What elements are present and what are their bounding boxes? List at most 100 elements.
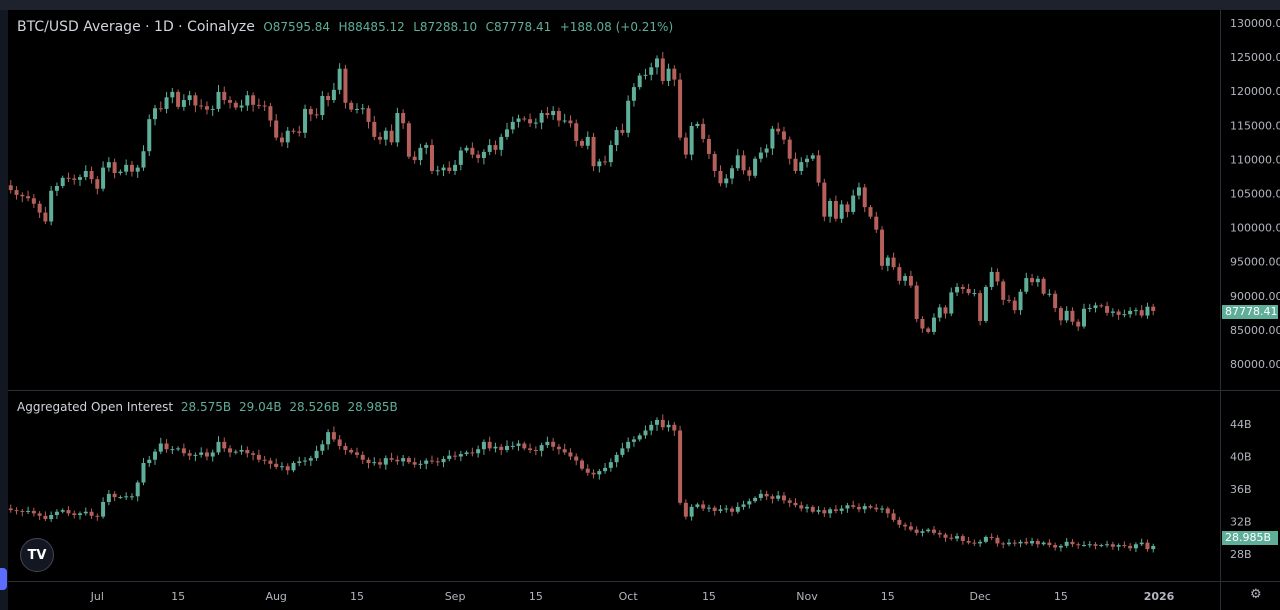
oi-candle-body: [1041, 542, 1046, 545]
oi-candle-body: [435, 461, 440, 463]
price-candle-body: [620, 130, 625, 133]
symbol-title[interactable]: BTC/USD Average · 1D · Coinalyze: [17, 19, 255, 35]
price-candle-body: [533, 122, 538, 124]
oi-candle-body: [216, 441, 221, 453]
oi-candle-body: [43, 515, 48, 520]
price-candle-body: [435, 170, 440, 172]
price-axis-tick: 120000.00: [1230, 85, 1280, 98]
oi-candle-body: [978, 541, 983, 544]
oi-candle-body: [141, 463, 146, 483]
price-candle-body: [320, 95, 325, 116]
oi-candle-body: [603, 467, 608, 472]
price-candle-body: [747, 170, 752, 176]
price-axis-tick: 130000.00: [1230, 17, 1280, 30]
tradingview-logo[interactable]: TV: [20, 538, 54, 572]
price-candle-body: [158, 108, 163, 110]
price-candle-body: [580, 140, 584, 146]
price-candle-body: [291, 130, 296, 132]
price-candle-body: [26, 196, 31, 199]
price-candle-body: [181, 100, 186, 107]
oi-candle-body: [326, 432, 331, 445]
oi-candle-body: [880, 508, 885, 510]
side-panel-toggle[interactable]: [0, 568, 7, 590]
price-axis-tick: 95000.00: [1230, 256, 1280, 269]
oi-candle-body: [989, 536, 994, 538]
oi-candle-body: [1058, 545, 1063, 548]
time-axis-tick: 15: [702, 590, 716, 603]
ohlc-open: O87595.84: [263, 20, 331, 34]
oi-candle-body: [118, 497, 123, 499]
oi-candle-body: [256, 454, 261, 460]
price-candle-body: [239, 105, 244, 108]
price-candle-body: [695, 123, 700, 126]
price-candle-body: [989, 271, 994, 287]
oi-axis-tick: 28B: [1230, 548, 1252, 561]
time-axis-tick: 15: [350, 590, 364, 603]
gear-icon[interactable]: ⚙: [1250, 587, 1262, 602]
price-candle-body: [608, 145, 613, 163]
oi-candle-body: [1081, 545, 1086, 547]
oi-candle-body: [49, 515, 54, 520]
price-candle-body: [643, 74, 648, 76]
price-candle-body: [89, 170, 94, 180]
price-candle-body: [903, 276, 908, 281]
oi-candle-body: [862, 506, 867, 510]
oi-candle-body: [406, 458, 411, 463]
oi-candle-body: [1035, 541, 1040, 545]
oi-candle-body: [291, 463, 296, 471]
oi-candle-body: [955, 536, 960, 539]
price-candle-body: [816, 155, 821, 183]
price-candle-body: [49, 190, 54, 222]
oi-candle-body: [960, 536, 965, 541]
price-candle-body: [170, 91, 175, 98]
price-candle-body: [949, 292, 954, 314]
price-candle-body: [245, 95, 250, 106]
oi-candle-body: [805, 506, 810, 509]
time-axis-tick: 15: [529, 590, 543, 603]
oi-candle-body: [776, 495, 781, 499]
price-candle-body: [972, 293, 977, 295]
price-candle-body: [1133, 310, 1138, 312]
price-candle-body: [118, 171, 123, 174]
oi-candle-body: [26, 510, 31, 512]
price-candle-body: [781, 131, 786, 140]
price-candle-body: [424, 145, 429, 148]
oi-close: 28.985B: [347, 400, 398, 414]
price-candle-body: [799, 162, 804, 171]
price-candle-body: [1139, 310, 1144, 316]
price-candle-body: [1064, 310, 1069, 321]
price-candle-body: [637, 75, 642, 88]
price-candle-body: [354, 108, 359, 110]
left-edge: [0, 10, 8, 610]
price-candle-body: [453, 164, 458, 171]
price-candle-body: [880, 229, 885, 266]
oi-candle-body: [874, 507, 879, 510]
oi-candle-body: [112, 493, 117, 498]
oi-candle-body: [574, 456, 579, 461]
top-bar: [0, 0, 1280, 10]
oi-candle-body: [556, 446, 561, 450]
oi-candle-body: [1145, 542, 1150, 550]
price-candle-body: [314, 114, 319, 116]
oi-candle-body: [937, 532, 942, 535]
price-candle-body: [810, 155, 815, 159]
oi-candle-body: [1001, 543, 1006, 545]
oi-candle-body: [712, 507, 717, 511]
oi-candle-body: [683, 502, 688, 517]
oi-title[interactable]: Aggregated Open Interest: [17, 400, 174, 414]
price-candle-body: [666, 68, 671, 81]
oi-candle-body: [372, 462, 377, 464]
oi-candle-body: [793, 502, 798, 506]
oi-candle-body: [1047, 542, 1052, 546]
oi-candle-body: [730, 508, 735, 512]
price-candle-body: [822, 182, 827, 217]
oi-candle-body: [285, 466, 290, 471]
oi-candle-body: [903, 524, 908, 527]
oi-candle-body: [689, 506, 694, 517]
price-candle-body: [147, 119, 152, 152]
price-candle-body: [383, 130, 388, 140]
oi-candle-body: [493, 446, 498, 449]
price-candle-body: [793, 158, 798, 171]
oi-candle-body: [412, 462, 417, 465]
